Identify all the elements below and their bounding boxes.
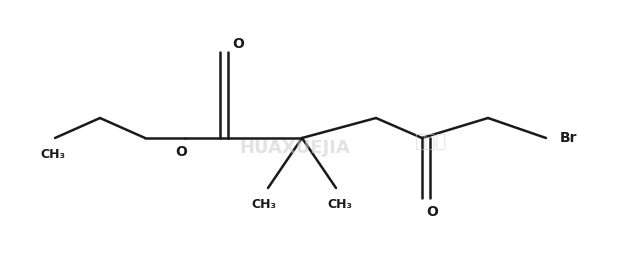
Text: O: O [232, 37, 244, 51]
Text: 化学加: 化学加 [414, 133, 446, 151]
Text: CH₃: CH₃ [40, 147, 65, 161]
Text: CH₃: CH₃ [328, 198, 352, 210]
Text: O: O [175, 145, 187, 159]
Text: Br: Br [560, 131, 577, 145]
Text: O: O [426, 205, 438, 219]
Text: HUAXUEJIA: HUAXUEJIA [240, 139, 350, 157]
Text: CH₃: CH₃ [252, 198, 277, 210]
